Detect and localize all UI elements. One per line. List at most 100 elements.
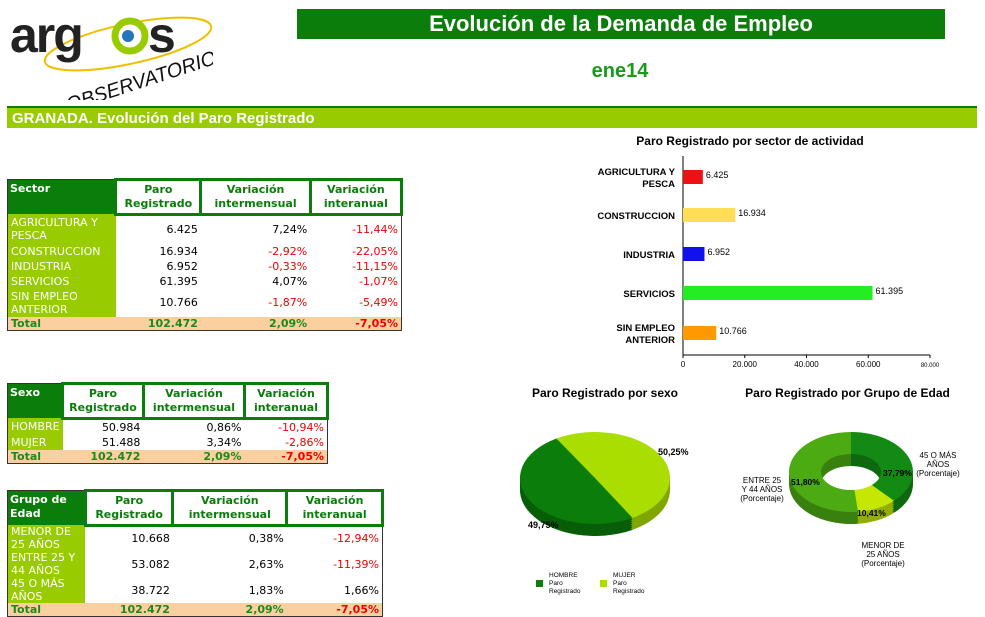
- table-row: INDUSTRIA 6.952 -0,33% -11,15%: [7, 258, 402, 274]
- category-label: SERVICIOS: [623, 289, 675, 300]
- cell: -1,87%: [268, 296, 308, 309]
- sector-table: Sector Paro Registrado Variación intermens…: [7, 178, 404, 331]
- pie-slice: [854, 484, 895, 512]
- pie-slice: [851, 432, 913, 501]
- bar-data-label: 6.952: [707, 247, 730, 257]
- slice-label: 49,75%: [528, 520, 559, 530]
- column-header: Variación interanual: [308, 178, 404, 216]
- column-header: Paro Registrado: [83, 489, 175, 527]
- category-label: SIN EMPLEO: [616, 323, 675, 334]
- slice-label: 51,80%: [791, 477, 820, 487]
- slice-label: 10,41%: [857, 508, 886, 518]
- row-label: SERVICIOS: [7, 273, 116, 289]
- bar: [683, 170, 703, 184]
- cell: 1,66%: [344, 583, 379, 597]
- cell: -10,94%: [278, 420, 324, 434]
- legend-label: Registrado: [613, 588, 645, 595]
- bar-data-label: 10.766: [719, 326, 747, 336]
- category-label: CONSTRUCCION: [597, 211, 675, 222]
- cell: -12,94%: [333, 532, 379, 546]
- sexo-chart-title: Paro Registrado por sexo: [531, 386, 679, 400]
- column-header: Variación interanual: [285, 489, 384, 527]
- cell: -11,44%: [352, 223, 398, 236]
- sector-bar-chart: 0 20.000 40.000 60.000 80.000 6.425 AGRICULTUR…: [597, 156, 940, 369]
- cell: 4,07%: [272, 274, 308, 288]
- category-label: 45 O MÁS: [920, 451, 957, 460]
- legend-label: HOMBRE: [549, 572, 578, 579]
- legend-swatch: [536, 580, 543, 587]
- legend-swatch: [600, 580, 607, 587]
- cell: 7,24%: [272, 223, 308, 236]
- total-cell: Total: [7, 316, 116, 330]
- category-label: (Porcentaje): [861, 559, 905, 568]
- cell: 61.395: [159, 274, 198, 288]
- cell: 1,83%: [248, 583, 284, 597]
- bar: [683, 326, 717, 340]
- total-row: Total 102.472 2,09% -7,05%: [7, 316, 402, 330]
- column-header: Variación intermensual: [199, 178, 312, 216]
- cell: -0,33%: [268, 259, 308, 273]
- category-label: PESCA: [642, 179, 675, 190]
- category-label: (Porcentaje): [916, 469, 960, 478]
- column-header: Variación interanual: [242, 382, 330, 420]
- pie-slice: [789, 432, 858, 512]
- pie-slice: [556, 431, 671, 518]
- category-label: ANTERIOR: [625, 335, 675, 346]
- svg-text:s: s: [148, 7, 176, 63]
- row-label: HOMBRE: [7, 418, 63, 435]
- column-header: Variación intermensual: [141, 382, 246, 420]
- column-header: Paro Registrado: [114, 178, 203, 216]
- row-label: SIN EMPLEO ANTERIOR: [7, 288, 116, 317]
- edad-chart-title: Paro Registrado por Grupo de Edad: [745, 386, 950, 400]
- legend-label: Paro: [613, 580, 627, 587]
- cell: 6.425: [166, 223, 198, 236]
- cell: -2,92%: [268, 244, 308, 258]
- cell: 6.952: [166, 259, 198, 273]
- argos-logo: arg s OBSERVATORIO: [8, 4, 219, 116]
- table-row: SIN EMPLEO ANTERIOR 10.766 -1,87% -5,49%: [7, 288, 402, 317]
- sexo-table: Sexo Paro Registrado Variación intermensua…: [7, 382, 330, 464]
- row-label: ENTRE 25 Y 44 AÑOS: [7, 551, 86, 577]
- cell: 10.766: [159, 296, 198, 309]
- row-label: CONSTRUCCION: [7, 243, 116, 259]
- x-tick-label: 20.000: [733, 360, 758, 369]
- cell: 3,34%: [206, 435, 242, 449]
- total-cell: -7,05%: [310, 316, 402, 330]
- legend-label: Registrado: [549, 588, 581, 595]
- cell: 0,86%: [206, 420, 242, 434]
- category-label: ENTRE 25: [743, 476, 782, 485]
- table-row: SERVICIOS 61.395 4,07% -1,07%: [7, 273, 402, 289]
- table-row: AGRICULTURA Y PESCA 6.425 7,24% -11,44%: [7, 214, 402, 244]
- total-cell: 102.472: [85, 603, 173, 617]
- bar: [683, 208, 736, 222]
- edad-donut-chart: 37,79%10,41%51,80%45 O MÁSAÑOS(Porcentaj…: [740, 432, 960, 568]
- section-title: GRANADA. Evolución del Paro Registrado: [7, 106, 977, 128]
- bar-data-label: 61.395: [876, 286, 904, 296]
- row-label: INDUSTRIA: [7, 258, 116, 274]
- total-row: Total 102.472 2,09% -7,05%: [7, 603, 383, 617]
- total-cell: -7,05%: [244, 449, 328, 463]
- page-title: Evolución de la Demanda de Empleo: [297, 9, 945, 39]
- bar: [683, 247, 705, 261]
- svg-text:arg: arg: [10, 7, 82, 63]
- legend-label: MUJER: [613, 572, 636, 579]
- total-cell: 2,09%: [143, 449, 245, 463]
- cell: 53.082: [131, 557, 170, 571]
- table-row: HOMBRE 50.984 0,86% -10,94%: [7, 418, 328, 435]
- logo-graphic: arg s OBSERVATORIO: [10, 7, 219, 116]
- row-label: 45 O MÁS AÑOS: [7, 577, 86, 603]
- sexo-pie-chart: 49,75%50,25%HOMBREParoRegistradoMUJERPar…: [520, 431, 689, 595]
- cell: 16.934: [159, 244, 198, 258]
- logo-subtext: OBSERVATORIO: [63, 47, 213, 100]
- cell: 51.488: [101, 435, 141, 449]
- category-label: AGRICULTURA Y: [598, 167, 676, 178]
- pie-slice: [520, 438, 633, 524]
- x-tick-label: 60.000: [856, 360, 881, 369]
- cell: 0,38%: [248, 532, 284, 546]
- bar: [683, 286, 873, 300]
- category-label: (Porcentaje): [740, 494, 784, 503]
- category-label: AÑOS: [927, 460, 950, 469]
- column-header: Sexo: [7, 383, 63, 418]
- table-row: ENTRE 25 Y 44 AÑOS 53.082 2,63% -11,39%: [7, 551, 383, 577]
- edad-table: Grupo de Edad Paro Registrado Variación in…: [7, 489, 384, 617]
